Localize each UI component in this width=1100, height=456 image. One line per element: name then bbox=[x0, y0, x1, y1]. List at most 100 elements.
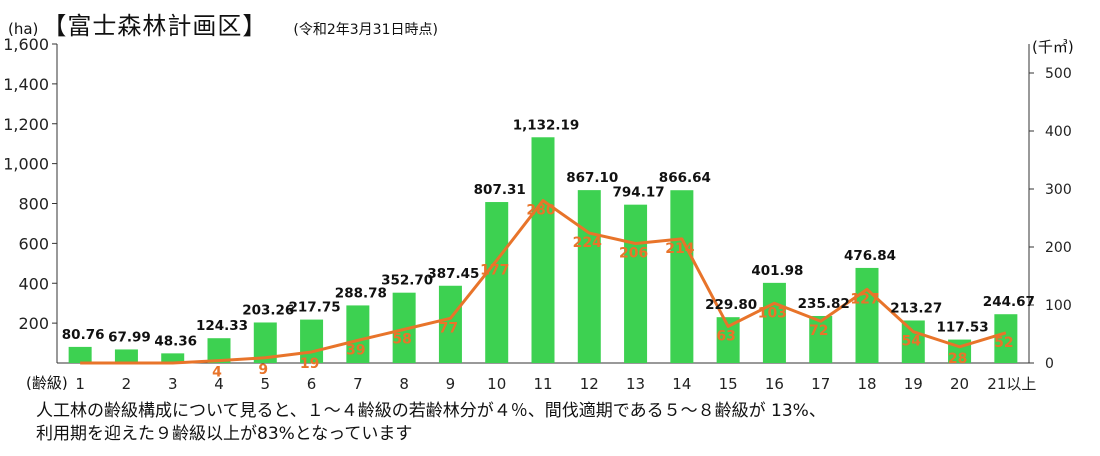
bar-value-label: 794.17 bbox=[613, 185, 665, 201]
left-tick-label: 800 bbox=[18, 195, 49, 214]
right-tick-label: 0 bbox=[1045, 356, 1054, 372]
bar-value-label: 67.99 bbox=[108, 329, 151, 345]
line-value-label: 214 bbox=[665, 241, 694, 257]
x-tick-label: 1 bbox=[75, 375, 85, 393]
bar bbox=[670, 190, 694, 363]
x-tick-label: 13 bbox=[626, 375, 645, 393]
x-tick-label: 6 bbox=[307, 375, 317, 393]
chart-title: 【富士森林計画区】 bbox=[42, 12, 268, 40]
bar-value-label: 867.10 bbox=[566, 170, 618, 186]
left-tick-label: 1,600 bbox=[3, 35, 49, 54]
right-tick-label: 500 bbox=[1045, 66, 1072, 82]
line-value-label: 280 bbox=[526, 203, 555, 219]
x-tick-label: 2 bbox=[122, 375, 132, 393]
volume-line bbox=[80, 199, 1007, 365]
line-value-label: 63 bbox=[716, 328, 735, 344]
caption-line-2: 利用期を迎えた９齢級以上が83%となっています bbox=[36, 424, 413, 444]
bar-value-label: 866.64 bbox=[659, 170, 711, 186]
left-tick-label: 1,400 bbox=[3, 75, 49, 94]
right-axis-unit: (千㎥) bbox=[1032, 38, 1074, 56]
bar-value-label: 476.84 bbox=[844, 248, 896, 264]
x-axis-label: (齢級) bbox=[26, 374, 68, 392]
line-value-label: 127 bbox=[850, 291, 879, 307]
bar-value-label: 387.45 bbox=[427, 266, 479, 282]
x-tick-label: 17 bbox=[811, 375, 830, 393]
x-tick-label: 12 bbox=[580, 375, 599, 393]
bar bbox=[577, 190, 601, 363]
bar-value-label: 217.75 bbox=[289, 300, 341, 316]
x-tick-label: 15 bbox=[719, 375, 738, 393]
age-class-chart: 200 400 600 800 1,000 1,200 1,400 1,600 0 100 200 3… bbox=[3, 35, 1072, 393]
left-tick-label: 600 bbox=[18, 234, 49, 253]
line-value-label: 177 bbox=[480, 262, 509, 278]
bar-value-label: 229.80 bbox=[705, 297, 757, 313]
bar-value-label: 1,132.19 bbox=[513, 117, 580, 133]
x-tick-label: 10 bbox=[487, 375, 506, 393]
line-value-label: 28 bbox=[948, 351, 967, 367]
line-value-label: 206 bbox=[619, 246, 648, 262]
bar bbox=[485, 202, 509, 363]
bar bbox=[901, 320, 925, 363]
line-value-label: 4 bbox=[212, 365, 222, 381]
as-of-date: (令和2年3月31日時点) bbox=[293, 22, 438, 38]
bar bbox=[716, 317, 740, 363]
left-tick-label: 400 bbox=[18, 274, 49, 293]
bar-value-label: 807.31 bbox=[474, 182, 526, 198]
line-value-label: 77 bbox=[439, 320, 458, 336]
x-tick-label: 3 bbox=[168, 375, 178, 393]
line-value-label: 9 bbox=[258, 362, 268, 378]
bar-value-label: 288.78 bbox=[335, 285, 387, 301]
left-axis-unit: (ha) bbox=[8, 20, 39, 38]
bar-value-label: 244.67 bbox=[983, 294, 1035, 310]
caption-line-1: 人工林の齢級構成について見ると、１～４齢級の若齢林分が４％、間伐適期である５～８… bbox=[36, 401, 826, 421]
bar bbox=[253, 322, 277, 363]
bar-value-label: 48.36 bbox=[154, 333, 197, 349]
x-tick-label: 8 bbox=[399, 375, 409, 393]
bar-value-label: 124.33 bbox=[196, 318, 248, 334]
x-tick-label: 20 bbox=[950, 375, 969, 393]
left-tick-label: 1,200 bbox=[3, 115, 49, 134]
x-tick-label: 18 bbox=[857, 375, 876, 393]
x-tick-label: 9 bbox=[446, 375, 456, 393]
bar bbox=[438, 285, 462, 363]
line-value-label: 19 bbox=[300, 356, 319, 372]
bar bbox=[114, 349, 138, 363]
chart-header: (ha) 【富士森林計画区】 (令和2年3月31日時点) bbox=[8, 6, 438, 40]
bar bbox=[994, 314, 1018, 363]
bar-value-label: 235.82 bbox=[798, 296, 850, 312]
x-tick-label: 21以上 bbox=[987, 375, 1036, 393]
line-value-label: 54 bbox=[902, 334, 922, 350]
right-tick-label: 100 bbox=[1045, 298, 1072, 314]
bar-value-label: 401.98 bbox=[751, 263, 803, 279]
line-value-label: 39 bbox=[346, 342, 365, 358]
line-value-label: 72 bbox=[809, 323, 828, 339]
summary-caption: 人工林の齢級構成について見ると、１～４齢級の若齢林分が４％、間伐適期である５～８… bbox=[36, 400, 1096, 446]
bar bbox=[346, 305, 370, 363]
bar-value-label: 213.27 bbox=[890, 300, 942, 316]
bar bbox=[809, 315, 833, 363]
line-value-label: 58 bbox=[392, 331, 411, 347]
bar bbox=[531, 137, 555, 363]
left-tick-label: 1,000 bbox=[3, 155, 49, 174]
x-tick-label: 5 bbox=[261, 375, 271, 393]
x-tick-label: 4 bbox=[214, 375, 224, 393]
bar-value-label: 117.53 bbox=[937, 320, 989, 336]
line-value-label: 103 bbox=[758, 305, 787, 321]
line-value-label: 224 bbox=[573, 235, 602, 251]
left-tick-label: 200 bbox=[18, 314, 49, 333]
right-tick-label: 300 bbox=[1045, 182, 1072, 198]
x-tick-label: 19 bbox=[904, 375, 923, 393]
bar bbox=[855, 267, 879, 363]
bar-value-label: 352.70 bbox=[381, 273, 433, 289]
bar bbox=[762, 282, 786, 363]
bar bbox=[161, 353, 185, 363]
right-tick-label: 200 bbox=[1045, 240, 1072, 256]
x-tick-label: 14 bbox=[672, 375, 691, 393]
bar bbox=[68, 346, 92, 363]
line-value-label: 52 bbox=[994, 335, 1013, 351]
x-tick-label: 16 bbox=[765, 375, 784, 393]
bar bbox=[207, 338, 231, 363]
bar bbox=[624, 204, 648, 363]
x-tick-label: 11 bbox=[533, 375, 552, 393]
right-tick-label: 400 bbox=[1045, 124, 1072, 140]
